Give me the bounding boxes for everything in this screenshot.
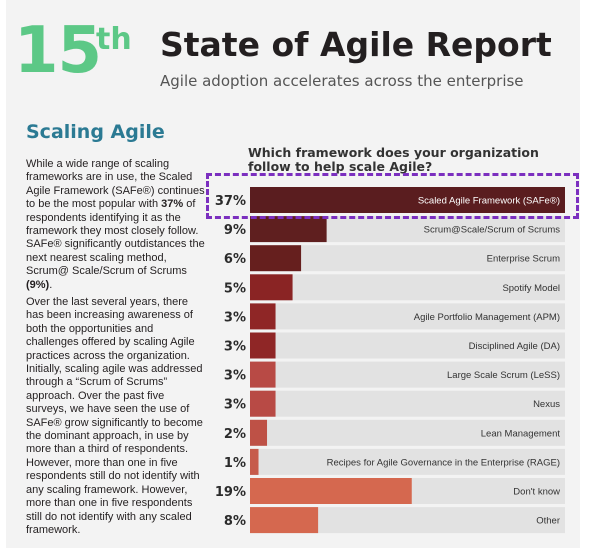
bar-row: 3% Large Scale Scrum (LeSS) [224, 361, 565, 388]
bar-track [250, 361, 565, 388]
value-label: 3% [224, 340, 246, 355]
bar [250, 390, 276, 417]
bar-row: 9% Scrum@Scale/Scrum of Scrums [224, 216, 565, 243]
value-label: 8% [224, 514, 246, 529]
category-label: Recipes for Agile Governance in the Ente… [327, 457, 560, 468]
value-label: 2% [224, 427, 246, 442]
bar [250, 216, 327, 243]
value-label: 6% [224, 252, 246, 267]
category-label: Nexus [533, 399, 560, 410]
edition-suffix: th [96, 22, 132, 57]
bar-row: 6% Enterprise Scrum [224, 245, 565, 272]
category-label: Large Scale Scrum (LeSS) [447, 370, 560, 381]
intro-highlight-9: (9%) [26, 278, 50, 291]
category-label: Enterprise Scrum [487, 254, 560, 265]
edition-number: 15 [14, 14, 102, 88]
bar-row: 1% Recipes for Agile Governance in the En… [224, 448, 565, 475]
intro-text-3: . [49, 278, 53, 291]
value-label: 9% [224, 223, 246, 238]
category-label: Other [536, 516, 560, 527]
bar-row: 3% Nexus [224, 390, 565, 417]
bar-row: 2% Lean Management [224, 419, 565, 446]
bar-track [250, 303, 565, 330]
bar-track [250, 419, 565, 446]
value-label: 3% [224, 310, 246, 325]
intro-highlight-37: 37% [161, 198, 184, 211]
bar-row: 37% Scaled Agile Framework (SAFe®) [215, 187, 565, 213]
category-label: Spotify Model [502, 283, 560, 294]
bar [250, 303, 276, 330]
value-label: 3% [224, 398, 246, 413]
value-label: 5% [224, 281, 246, 296]
category-label: Scrum@Scale/Scrum of Scrums [424, 225, 561, 236]
bar [250, 187, 565, 213]
category-label: Don't know [513, 487, 560, 498]
bar [250, 419, 268, 446]
category-label: Scaled Agile Framework (SAFe®) [418, 196, 560, 207]
report-title: State of Agile Report [160, 25, 552, 64]
bar [250, 332, 276, 359]
bar [250, 478, 412, 504]
intro-paragraph: While a wide range of scaling frameworks… [26, 158, 206, 292]
bar-track [250, 332, 565, 359]
safe-highlight-box [206, 173, 579, 219]
bar-track [250, 245, 565, 272]
bar-row: 5% Spotify Model [224, 274, 565, 301]
history-paragraph: Over the last several years, there has b… [26, 296, 203, 536]
bar [250, 361, 276, 388]
chart-title: Which framework does your organization f… [248, 145, 539, 174]
bar-track [250, 448, 565, 475]
intro-text-2: of respondents identifying it as the fra… [26, 198, 205, 278]
category-label: Lean Management [481, 428, 561, 439]
bar-track [250, 390, 565, 417]
value-label: 1% [224, 456, 246, 471]
value-label: 3% [224, 369, 246, 384]
bar-row: 3% Disciplined Agile (DA) [224, 332, 565, 359]
bar-row: 8% Other [224, 507, 565, 534]
bar [250, 448, 259, 475]
bar-track [250, 274, 565, 301]
bar-row: 19% Don't know [215, 478, 565, 504]
bar [250, 507, 319, 534]
category-label: Disciplined Agile (DA) [469, 341, 560, 352]
bar-row: 3% Agile Portfolio Management (APM) [224, 303, 565, 330]
category-label: Agile Portfolio Management (APM) [414, 312, 560, 323]
value-label: 19% [215, 485, 246, 500]
section-title: Scaling Agile [26, 121, 165, 143]
value-label: 37% [215, 194, 246, 209]
report-subtitle: Agile adoption accelerates across the en… [160, 72, 524, 90]
bar [250, 245, 302, 272]
intro-text-1: While a wide range of scaling frameworks… [26, 158, 205, 211]
bar [250, 274, 293, 301]
